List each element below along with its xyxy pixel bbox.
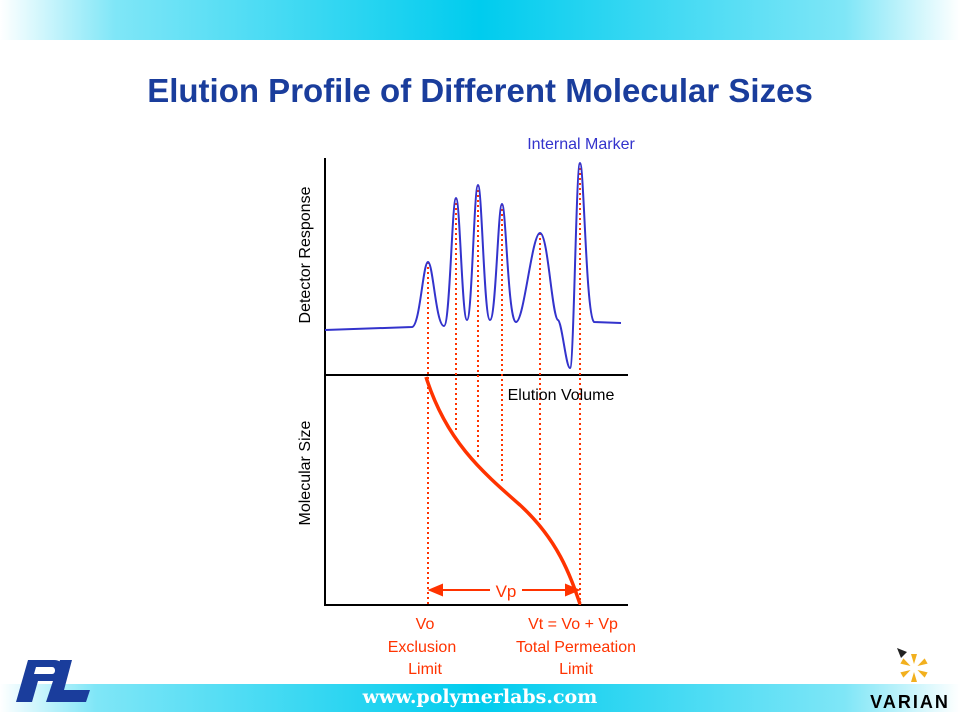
calibration-curve bbox=[424, 376, 582, 605]
chromatogram-trace bbox=[324, 161, 622, 370]
vo-label-line-2: Exclusion bbox=[388, 639, 456, 656]
vp-arrow bbox=[427, 583, 581, 597]
vp-label: Vp bbox=[496, 582, 517, 601]
varian-star-icon bbox=[897, 648, 928, 682]
vo-label-line-1: Vo bbox=[416, 616, 435, 633]
internal-marker-label: Internal Marker bbox=[527, 136, 635, 153]
drop-lines bbox=[427, 163, 581, 605]
vt-label-group: Vt = Vo + Vp Total Permeation Limit bbox=[516, 616, 636, 678]
molecular-size-label: Molecular Size bbox=[297, 420, 314, 525]
bottom-gradient-band bbox=[0, 684, 960, 712]
vp-arrowhead-right bbox=[565, 583, 581, 597]
footer-url[interactable]: www.polymerlabs.com bbox=[362, 686, 598, 708]
elution-volume-label: Elution Volume bbox=[508, 387, 615, 404]
vo-label-group: Vo Exclusion Limit bbox=[388, 616, 456, 678]
top-gradient-band bbox=[0, 0, 960, 40]
vt-label-line-3: Limit bbox=[559, 661, 593, 678]
vt-label-line-2: Total Permeation bbox=[516, 639, 636, 656]
slide-title: Elution Profile of Different Molecular S… bbox=[147, 72, 813, 109]
pl-logo-icon bbox=[16, 660, 90, 702]
varian-logo-text: VARIAN bbox=[870, 692, 950, 712]
vo-label-line-3: Limit bbox=[408, 661, 442, 678]
vt-label-line-1: Vt = Vo + Vp bbox=[528, 616, 618, 633]
detector-response-label: Detector Response bbox=[297, 186, 314, 323]
vp-arrowhead-left bbox=[427, 583, 443, 597]
